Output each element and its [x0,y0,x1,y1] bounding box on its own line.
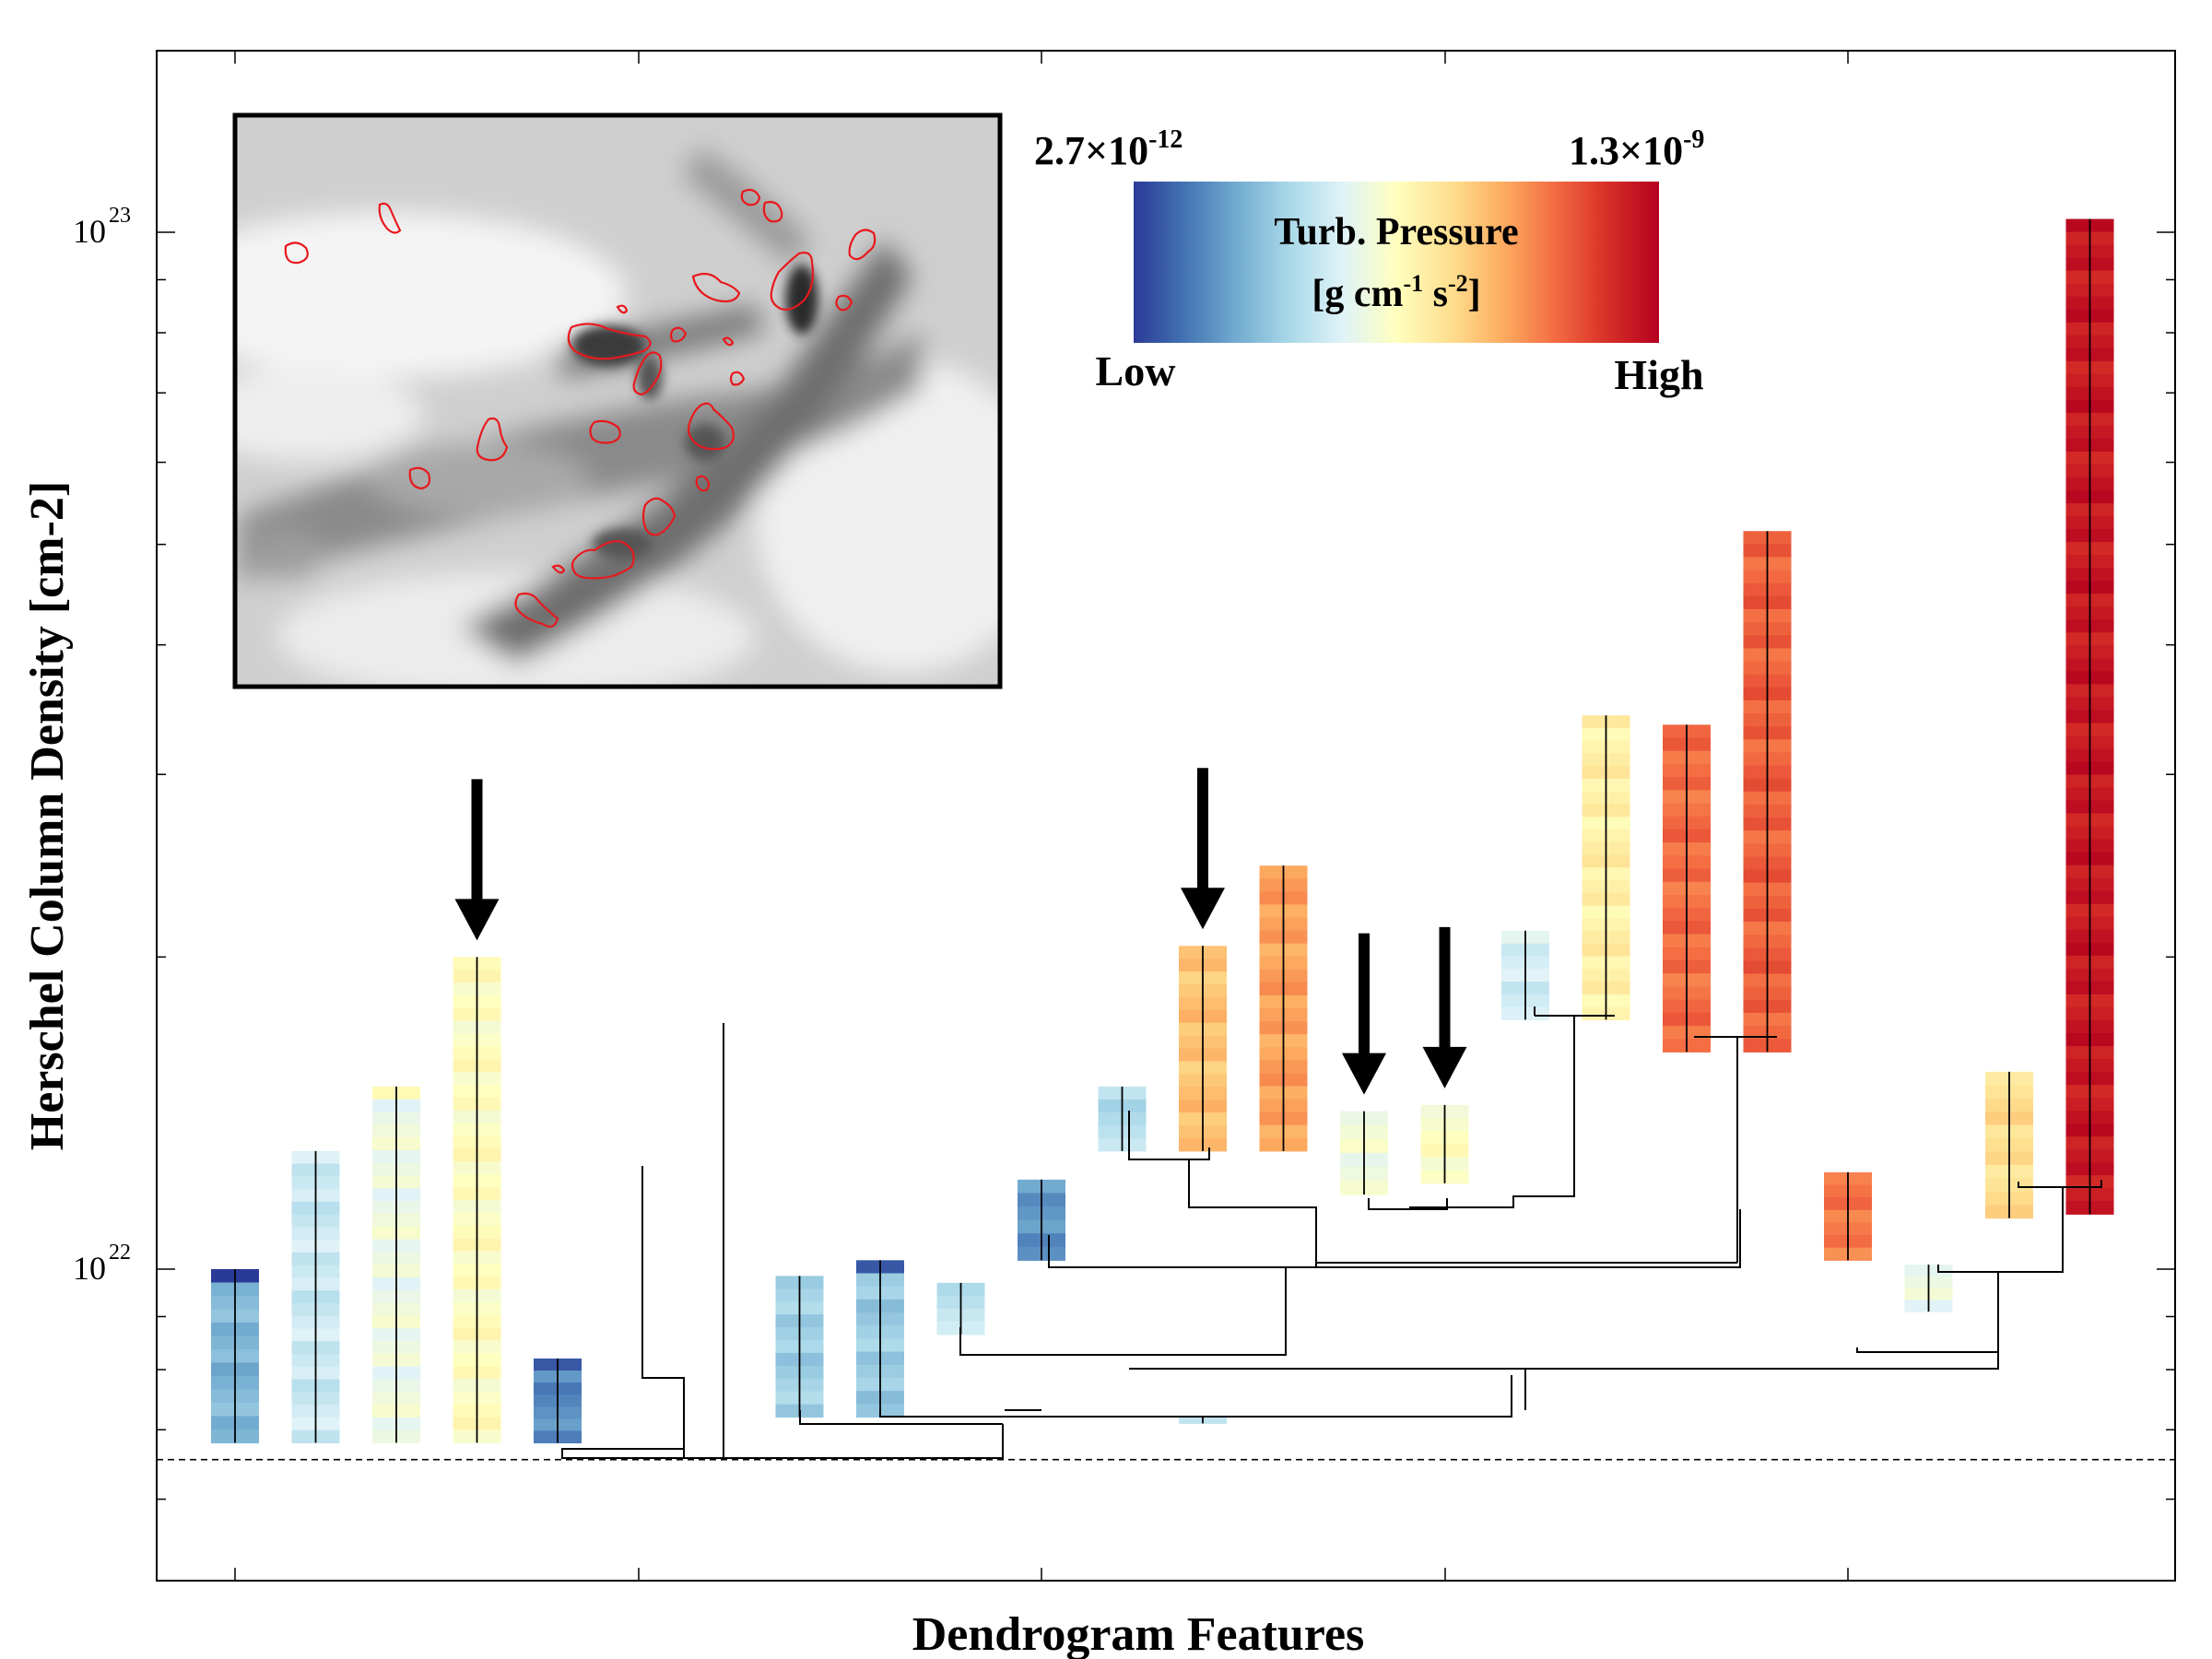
colorbar-title-line1: Turb. Pressure [1274,211,1518,253]
leaf-8 [775,1276,824,1418]
arrow-leaf-4 [454,779,500,941]
x-axis-label: Dendrogram Features [912,1608,1365,1659]
leaf-21 [1824,1171,1872,1261]
dendrogram-branches [561,1006,2102,1459]
colorbar-max-label: 1.3×10-9 [1569,125,1704,173]
arrow-leaf-16 [1422,926,1467,1088]
branch [799,1410,1003,1425]
colorbar-low-label: Low [1096,347,1176,394]
plot-frame [156,50,2176,1582]
leaf-2 [291,1150,340,1444]
leaf-16 [1420,1104,1469,1184]
branch [1188,1159,1317,1267]
branch [1937,1187,2064,1273]
inset-leaf-contours [284,188,877,628]
leaf-3 [372,1086,420,1444]
branch [959,1267,1287,1356]
y-tick-label-1e22: 10 [73,1250,106,1287]
branch [1368,1198,1448,1210]
y-tick-exp-1e23: 23 [109,204,131,228]
leaf-12 [1098,1086,1147,1152]
leaf-1 [211,1269,259,1444]
branch [2018,1180,2102,1188]
leaf-23 [1985,1071,2033,1219]
leaf-22 [1904,1265,1953,1312]
colorbar-min-label: 2.7×10-12 [1034,125,1182,173]
branch [1048,1209,1741,1268]
leaf-15 [1340,1111,1388,1195]
leaf-5 [534,1358,582,1444]
leaf-19 [1663,724,1711,1053]
branch [1856,1272,1999,1353]
leaf-4 [453,957,501,1444]
inset-frame [232,112,1003,689]
branch [879,1375,1512,1418]
leaf-24 [2065,218,2114,1215]
arrows [454,768,1467,1095]
leaf-20 [1743,531,1792,1053]
branch [641,1166,685,1458]
leaf-18 [1582,715,1630,1020]
leaf-10 [936,1282,985,1335]
leaf-11 [1018,1179,1065,1261]
leaf-14-low [1259,865,1308,1152]
colorbar: Turb. Pressure [g cm-1 s-2] 2.7×10-12 1.… [1034,125,1704,398]
y-tick-exp-1e22: 22 [109,1241,131,1265]
leaf-9 [856,1260,904,1418]
axis-ticks [157,51,2175,1581]
colorbar-high-label: High [1614,351,1703,398]
leaf-17 [1501,930,1549,1020]
leaf-13 [1179,1417,1227,1424]
branch [1129,1352,1999,1370]
colorbar-gradient [1134,182,1659,343]
branch [1128,1111,1210,1160]
branch [1409,1016,1575,1209]
branch [561,1448,685,1459]
leaf-bars [211,218,2114,1444]
y-tick-label-1e23: 10 [73,213,106,250]
leaf-13 [1179,946,1227,1152]
colorbar-title-line2: [g cm-1 s-2] [1312,270,1480,315]
arrow-leaf-13 [1181,768,1225,930]
arrow-leaf-15 [1342,933,1386,1095]
inset-column-density-map [232,112,1003,689]
branch [561,1424,1004,1459]
y-tick-labels: 10 22 10 23 [73,204,131,1287]
y-axis-label: Herschel Column Density [cm-2] [21,481,74,1150]
